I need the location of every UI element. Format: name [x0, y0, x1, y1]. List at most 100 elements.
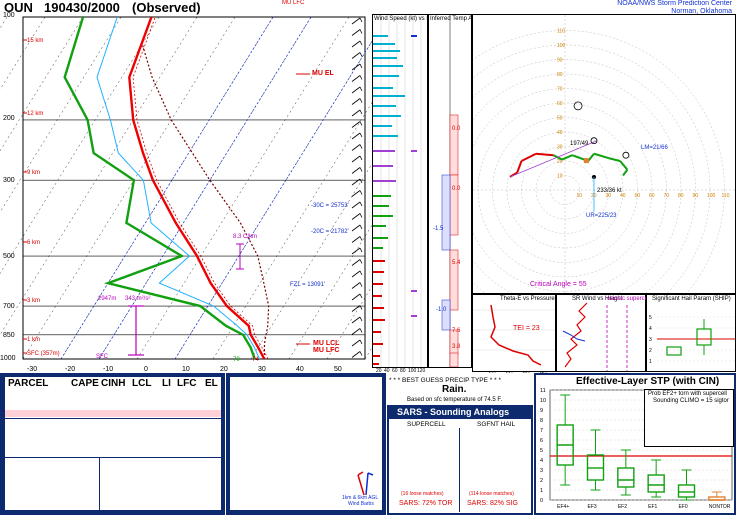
wind-barb: [351, 75, 361, 82]
sfc-label: SFC: [96, 354, 108, 360]
sars-col-hail: SGFNT HAIL: [477, 421, 516, 428]
wind-speed-bar: [373, 237, 388, 239]
m30-level-label: -30C = 25753': [311, 203, 349, 209]
hodo-ring-label: 50: [635, 193, 641, 199]
isotherm: [0, 16, 122, 213]
wind-barb-flag: [359, 339, 363, 345]
sounding-time: 190430/2000: [44, 0, 120, 15]
wind-speed-bar: [373, 35, 388, 37]
h-label-15km: 15 km: [27, 38, 44, 44]
adv-bar: [449, 352, 459, 368]
wind-speed-bar: [373, 115, 401, 117]
wind-tick-60: 60: [392, 368, 398, 374]
wind-barb-flag: [359, 316, 363, 322]
wind-speed-bar: [373, 95, 405, 97]
hodo-um-label: UR=225/23: [586, 213, 617, 219]
wind-barb: [351, 259, 361, 266]
hodo-segment: [593, 152, 609, 160]
hodo-ring-label: 60: [557, 101, 563, 107]
top-lfc-label: MU LFC: [282, 0, 305, 6]
t-label-10: 10: [182, 366, 190, 373]
lapse-rate-label: 8.3 C/km: [233, 234, 258, 240]
wind-speed-marker: [411, 35, 417, 37]
sfc-dewpoint-label: 70: [233, 357, 240, 363]
adv-value-7: 3.8: [452, 344, 461, 350]
parcel-header-lfc: LFC: [177, 378, 197, 389]
p-label-700: 700: [3, 303, 15, 310]
station-id: OUN: [4, 0, 33, 15]
stp-y-tick: 11: [540, 388, 546, 394]
wind-tick-120: 120: [417, 368, 426, 374]
p-label-300: 300: [3, 177, 15, 184]
parcel-header-li: LI: [162, 378, 171, 389]
sfc-temp-label: 74: [252, 357, 259, 363]
hodo-segment: [535, 152, 554, 157]
hodo-segment: [619, 160, 629, 171]
ship-tick: 1: [649, 359, 652, 365]
wind-barb: [351, 155, 361, 163]
wind-speed-bar: [373, 331, 381, 333]
wind-speed-panel: [372, 14, 428, 368]
isotherm: [136, 16, 350, 360]
hodo-ring-label: 70: [557, 87, 563, 93]
hodo-lm-marker: [622, 151, 630, 159]
wind-barb-flag: [359, 305, 363, 310]
wind-barb: [351, 167, 361, 174]
wind-barb: [351, 316, 361, 324]
skewt-grid: [0, 16, 380, 360]
hodo-ring-label: 90: [693, 193, 699, 199]
adv-bar: [449, 249, 459, 311]
hodo-ring: [448, 73, 682, 307]
stp-category-label: EF1: [648, 504, 657, 510]
wind-barb-flag: [359, 121, 363, 126]
mu-lfc-label: MU LFC: [313, 347, 340, 354]
wind-barb-flag: [359, 144, 363, 149]
wind-barb: [351, 17, 361, 25]
wind-barb: [351, 29, 361, 36]
virtual-temp-line: [132, 17, 269, 359]
stp-category-label: EF4+: [557, 504, 569, 510]
wind-barb: [351, 132, 361, 140]
wind-barb-flag: [359, 52, 363, 57]
sars-panel: SARS - Sounding Analogs SUPERCELL SGFNT …: [389, 407, 531, 513]
wind-barb-flag: [359, 351, 363, 356]
stp-y-tick: 5: [540, 448, 543, 454]
ship-title: Significant Hail Param (SHIP): [652, 296, 731, 302]
stp-box: [617, 467, 635, 488]
h-label-12km: 12 km: [27, 111, 44, 117]
ship-box-large: [696, 328, 712, 346]
wind-speed-bar: [373, 260, 385, 262]
hodo-ring-label: 110: [557, 29, 565, 35]
stp-y-tick: 1: [540, 488, 543, 494]
t-label-0: 0: [144, 366, 148, 373]
adv-bar: [449, 114, 459, 176]
adv-value-5: -1.0: [436, 307, 447, 313]
adv-value-3: -1.5: [433, 226, 444, 232]
wind-barb-flag: [359, 259, 363, 264]
isotherm-highlight: [60, 16, 274, 360]
dewpoint-line: [63, 17, 256, 359]
wind-barb-flag: [359, 236, 363, 241]
spc-line1: NOAA/NWS Storm Prediction Center: [617, 0, 732, 7]
wind-speed-bar: [373, 225, 386, 227]
hodograph-panel: 1010202030304040505060607070808090901001…: [405, 14, 736, 350]
p-label-500: 500: [3, 253, 15, 260]
hodo-ring-label: 90: [557, 58, 563, 64]
wind-barb-flag: [359, 29, 363, 34]
barbs-caption-1: 1km & 6km AGL: [342, 495, 379, 501]
parcel-header-lcl: LCL: [132, 378, 152, 389]
stp-y-tick: 8: [540, 418, 543, 424]
wind-barbs-icon: [357, 471, 374, 496]
parcel-header-cinh: CINH: [101, 378, 126, 389]
isotherm: [0, 16, 198, 336]
wind-barb: [351, 52, 361, 59]
t-label-40: 40: [296, 366, 304, 373]
stp-panel: Effective-Layer STP (with CIN) 0 1 2 3 4 5 6 7 8…: [536, 375, 734, 513]
parcel-table: PARCEL CAPE CINH LCL LI LFC EL: [5, 377, 221, 510]
wind-barb-flag: [359, 132, 363, 138]
hodo-ring-label: 100: [557, 43, 566, 49]
wind-barb: [351, 213, 361, 220]
wind-speed-bar: [373, 355, 380, 357]
hodo-corfidi-marker: [573, 101, 583, 111]
hodo-ring-label: 10: [577, 193, 583, 199]
